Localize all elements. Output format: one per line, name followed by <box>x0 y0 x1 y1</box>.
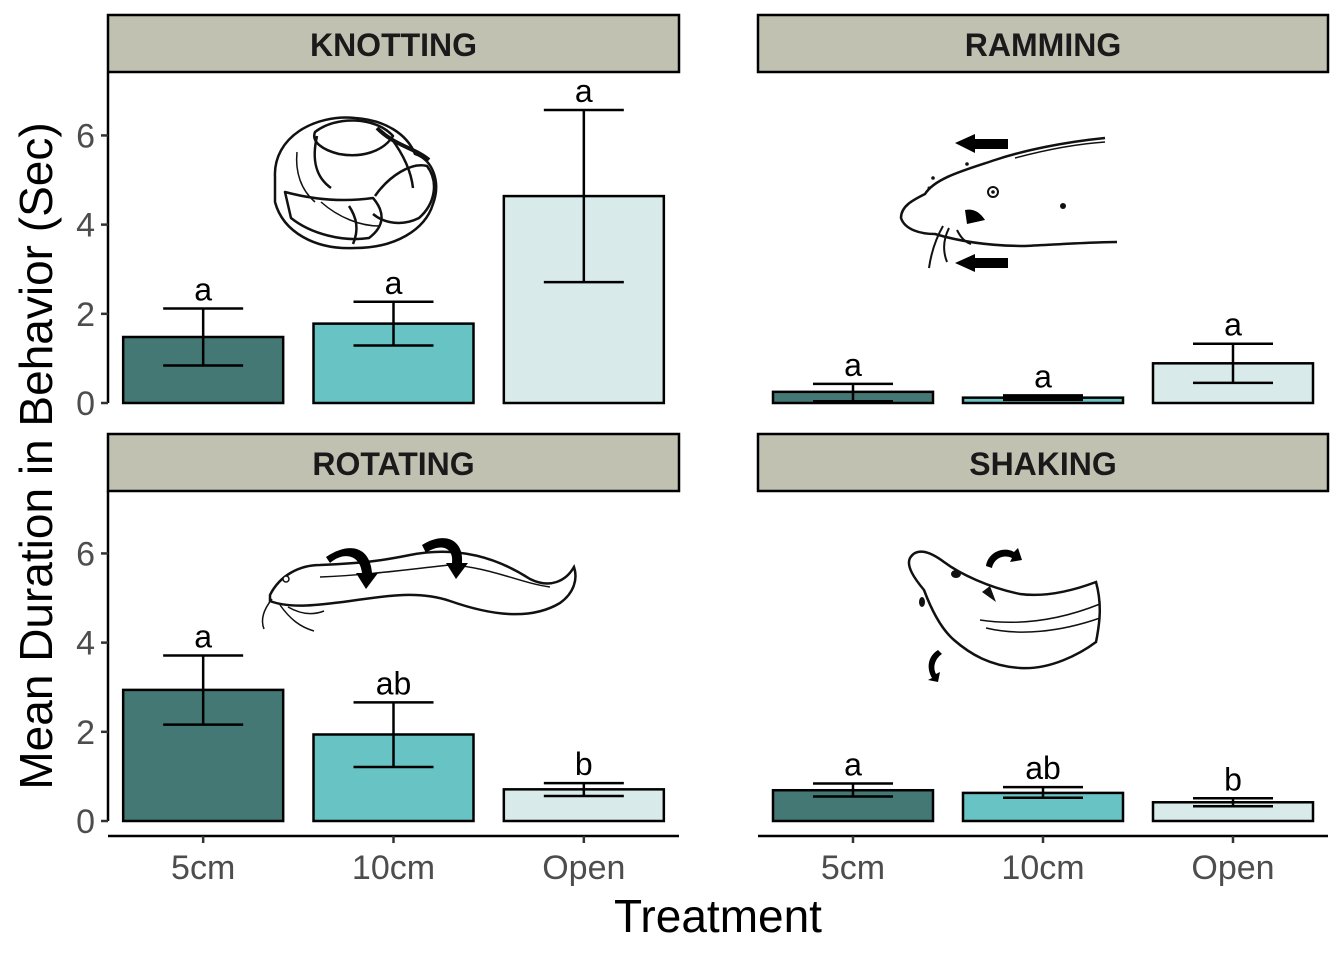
facet-strip <box>756 13 1330 74</box>
ramming-eel-icon <box>899 134 1118 272</box>
facet-title: RAMMING <box>965 27 1121 63</box>
significance-label: b <box>575 746 593 782</box>
y-tick-label: 0 <box>76 803 95 841</box>
facet-rotating: ROTATING a ab b 0 2 4 6 5cm 10cm Open <box>76 432 681 887</box>
facet-strip <box>756 432 1330 493</box>
facet-strip <box>106 432 681 493</box>
y-tick-label: 6 <box>76 535 95 573</box>
significance-label: a <box>385 265 403 301</box>
x-axis-title: Treatment <box>614 890 822 942</box>
knotted-eel-icon <box>273 116 438 250</box>
significance-label: b <box>1224 761 1242 797</box>
facet-ramming: RAMMING a a a <box>756 13 1330 405</box>
behavior-illustrations <box>261 116 1118 682</box>
y-tick-label: 6 <box>76 117 95 155</box>
y-tick-label: 2 <box>76 714 95 752</box>
y-tick-label: 2 <box>76 296 95 334</box>
facet-title: SHAKING <box>969 446 1117 482</box>
significance-label: a <box>575 73 593 109</box>
significance-label: a <box>1224 307 1242 343</box>
y-tick-label: 4 <box>76 207 95 245</box>
x-tick-label: Open <box>1191 849 1274 887</box>
significance-label: a <box>1034 358 1052 394</box>
facet-shaking: SHAKING a ab b 5cm 10cm Open <box>756 432 1330 887</box>
x-tick-label: 5cm <box>171 849 235 887</box>
significance-label: a <box>844 347 862 383</box>
significance-label: ab <box>1025 750 1061 786</box>
y-tick-label: 4 <box>76 625 95 663</box>
facet-strip <box>106 13 681 74</box>
facet-title: KNOTTING <box>310 27 477 63</box>
x-tick-label: 10cm <box>1001 849 1084 887</box>
significance-label: a <box>844 747 862 783</box>
shaking-eel-icon <box>907 548 1101 682</box>
y-axis-title: Mean Duration in Behavior (Sec) <box>10 122 62 789</box>
y-tick-label: 0 <box>76 385 95 423</box>
x-tick-label: 10cm <box>352 849 435 887</box>
x-tick-label: Open <box>542 849 625 887</box>
axis-titles: Treatment Mean Duration in Behavior (Sec… <box>10 122 822 942</box>
significance-label: a <box>194 619 212 655</box>
facet-knotting: KNOTTING a a a 0 2 4 6 <box>76 13 681 423</box>
x-tick-label: 5cm <box>821 849 885 887</box>
significance-label: a <box>194 271 212 307</box>
facet-title: ROTATING <box>312 446 474 482</box>
rotating-eel-icon <box>261 538 577 632</box>
significance-label: ab <box>376 665 412 701</box>
